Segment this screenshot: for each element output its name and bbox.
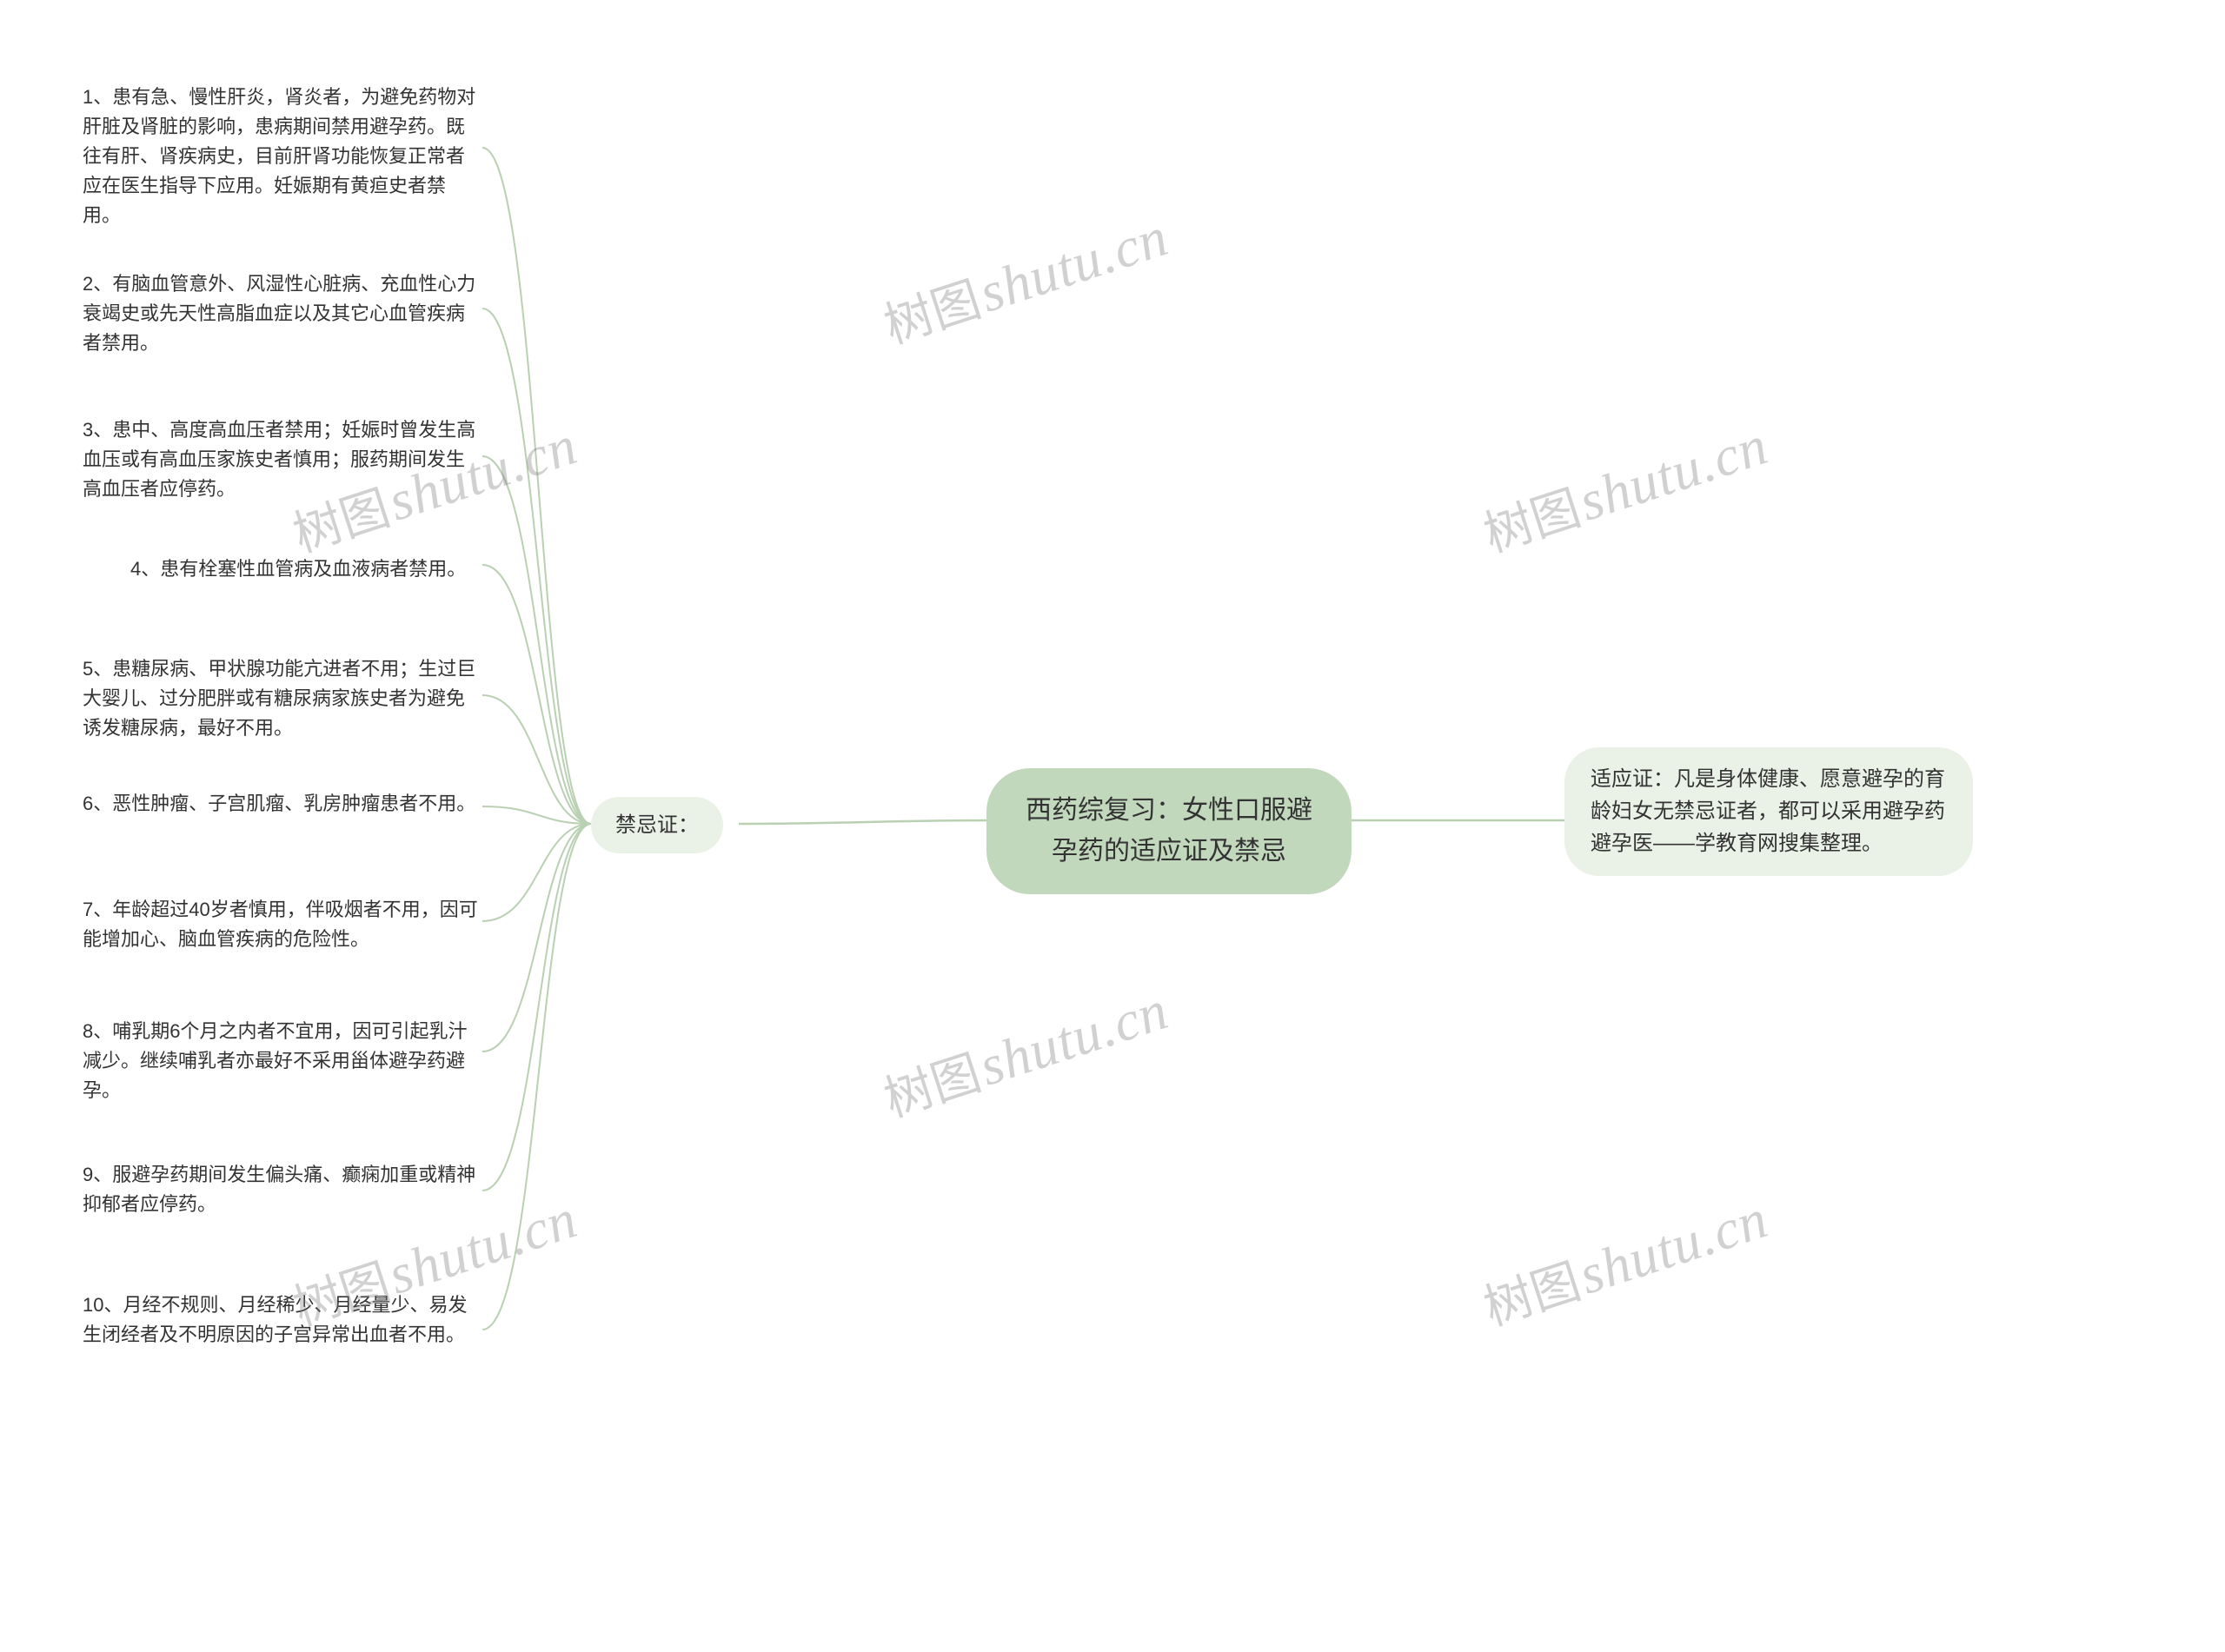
watermark-cn: 树图: [878, 1046, 987, 1128]
central-node[interactable]: 西药综复习：女性口服避 孕药的适应证及禁忌: [986, 768, 1352, 894]
leaf-8-text: 8、哺乳期6个月之内者不宜用，因可引起乳汁减少。继续哺乳者亦最好不采用甾体避孕药…: [83, 1020, 467, 1101]
leaf-8[interactable]: 8、哺乳期6个月之内者不宜用，因可引起乳汁减少。继续哺乳者亦最好不采用甾体避孕药…: [83, 1017, 482, 1105]
leaf-9-text: 9、服避孕药期间发生偏头痛、癫痫加重或精神抑郁者应停药。: [83, 1164, 475, 1215]
watermark-en: shutu.cn: [972, 205, 1175, 323]
leaf-3[interactable]: 3、患中、高度高血压者禁用；妊娠时曾发生高血压或有高血压家族史者慎用；服药期间发…: [83, 415, 482, 504]
leaf-9[interactable]: 9、服避孕药期间发生偏头痛、癫痫加重或精神抑郁者应停药。: [83, 1160, 482, 1219]
leaf-3-text: 3、患中、高度高血压者禁用；妊娠时曾发生高血压或有高血压家族史者慎用；服药期间发…: [83, 419, 475, 500]
right-branch-node[interactable]: 适应证：凡是身体健康、愿意避孕的育龄妇女无禁忌证者，都可以采用避孕药避孕医——学…: [1564, 747, 1973, 876]
edge-central-left: [739, 820, 986, 824]
watermark-5: 树图 shutu.cn: [1474, 408, 1777, 567]
leaf-4-text: 4、患有栓塞性血管病及血液病者禁用。: [130, 558, 466, 580]
leaf-10[interactable]: 10、月经不规则、月经稀少、月经量少、易发生闭经者及不明原因的子宫异常出血者不用…: [83, 1290, 482, 1350]
leaf-2-text: 2、有脑血管意外、风湿性心脏病、充血性心力衰竭史或先天性高脂血症以及其它心血管疾…: [83, 273, 475, 354]
watermark-en: shutu.cn: [1571, 414, 1775, 532]
watermark-cn: 树图: [1478, 481, 1587, 563]
leaf-6-text: 6、恶性肿瘤、子宫肌瘤、乳房肿瘤患者不用。: [83, 793, 475, 814]
watermark-6: 树图 shutu.cn: [1474, 1182, 1777, 1340]
watermark-en: shutu.cn: [972, 979, 1175, 1097]
leaf-1-text: 1、患有急、慢性肝炎，肾炎者，为避免药物对肝脏及肾脏的影响，患病期间禁用避孕药。…: [83, 86, 475, 226]
leaf-4[interactable]: 4、患有栓塞性血管病及血液病者禁用。: [130, 554, 466, 584]
edge-fanout: [482, 148, 591, 1330]
watermark-3: 树图 shutu.cn: [874, 200, 1177, 358]
central-line2: 孕药的适应证及禁忌: [1052, 837, 1286, 866]
leaf-6[interactable]: 6、恶性肿瘤、子宫肌瘤、乳房肿瘤患者不用。: [83, 789, 475, 819]
leaf-7[interactable]: 7、年龄超过40岁者慎用，伴吸烟者不用，因可能增加心、脑血管疾病的危险性。: [83, 895, 482, 954]
left-branch-node[interactable]: 禁忌证：: [591, 797, 723, 853]
watermark-en: shutu.cn: [1571, 1187, 1775, 1305]
leaf-10-text: 10、月经不规则、月经稀少、月经量少、易发生闭经者及不明原因的子宫异常出血者不用…: [83, 1294, 467, 1345]
leaf-5-text: 5、患糖尿病、甲状腺功能亢进者不用；生过巨大婴儿、过分肥胖或有糖尿病家族史者为避…: [83, 658, 475, 739]
leaf-1[interactable]: 1、患有急、慢性肝炎，肾炎者，为避免药物对肝脏及肾脏的影响，患病期间禁用避孕药。…: [83, 83, 482, 230]
right-branch-text: 适应证：凡是身体健康、愿意避孕的育龄妇女无禁忌证者，都可以采用避孕药避孕医——学…: [1591, 767, 1945, 855]
leaf-7-text: 7、年龄超过40岁者慎用，伴吸烟者不用，因可能增加心、脑血管疾病的危险性。: [83, 899, 478, 950]
leaf-2[interactable]: 2、有脑血管意外、风湿性心脏病、充血性心力衰竭史或先天性高脂血症以及其它心血管疾…: [83, 269, 482, 358]
leaf-5[interactable]: 5、患糖尿病、甲状腺功能亢进者不用；生过巨大婴儿、过分肥胖或有糖尿病家族史者为避…: [83, 654, 482, 743]
central-line1: 西药综复习：女性口服避: [1026, 796, 1312, 825]
watermark-cn: 树图: [1478, 1255, 1587, 1337]
watermark-4: 树图 shutu.cn: [874, 973, 1177, 1131]
left-branch-label: 禁忌证：: [615, 813, 699, 837]
watermark-cn: 树图: [878, 273, 987, 355]
